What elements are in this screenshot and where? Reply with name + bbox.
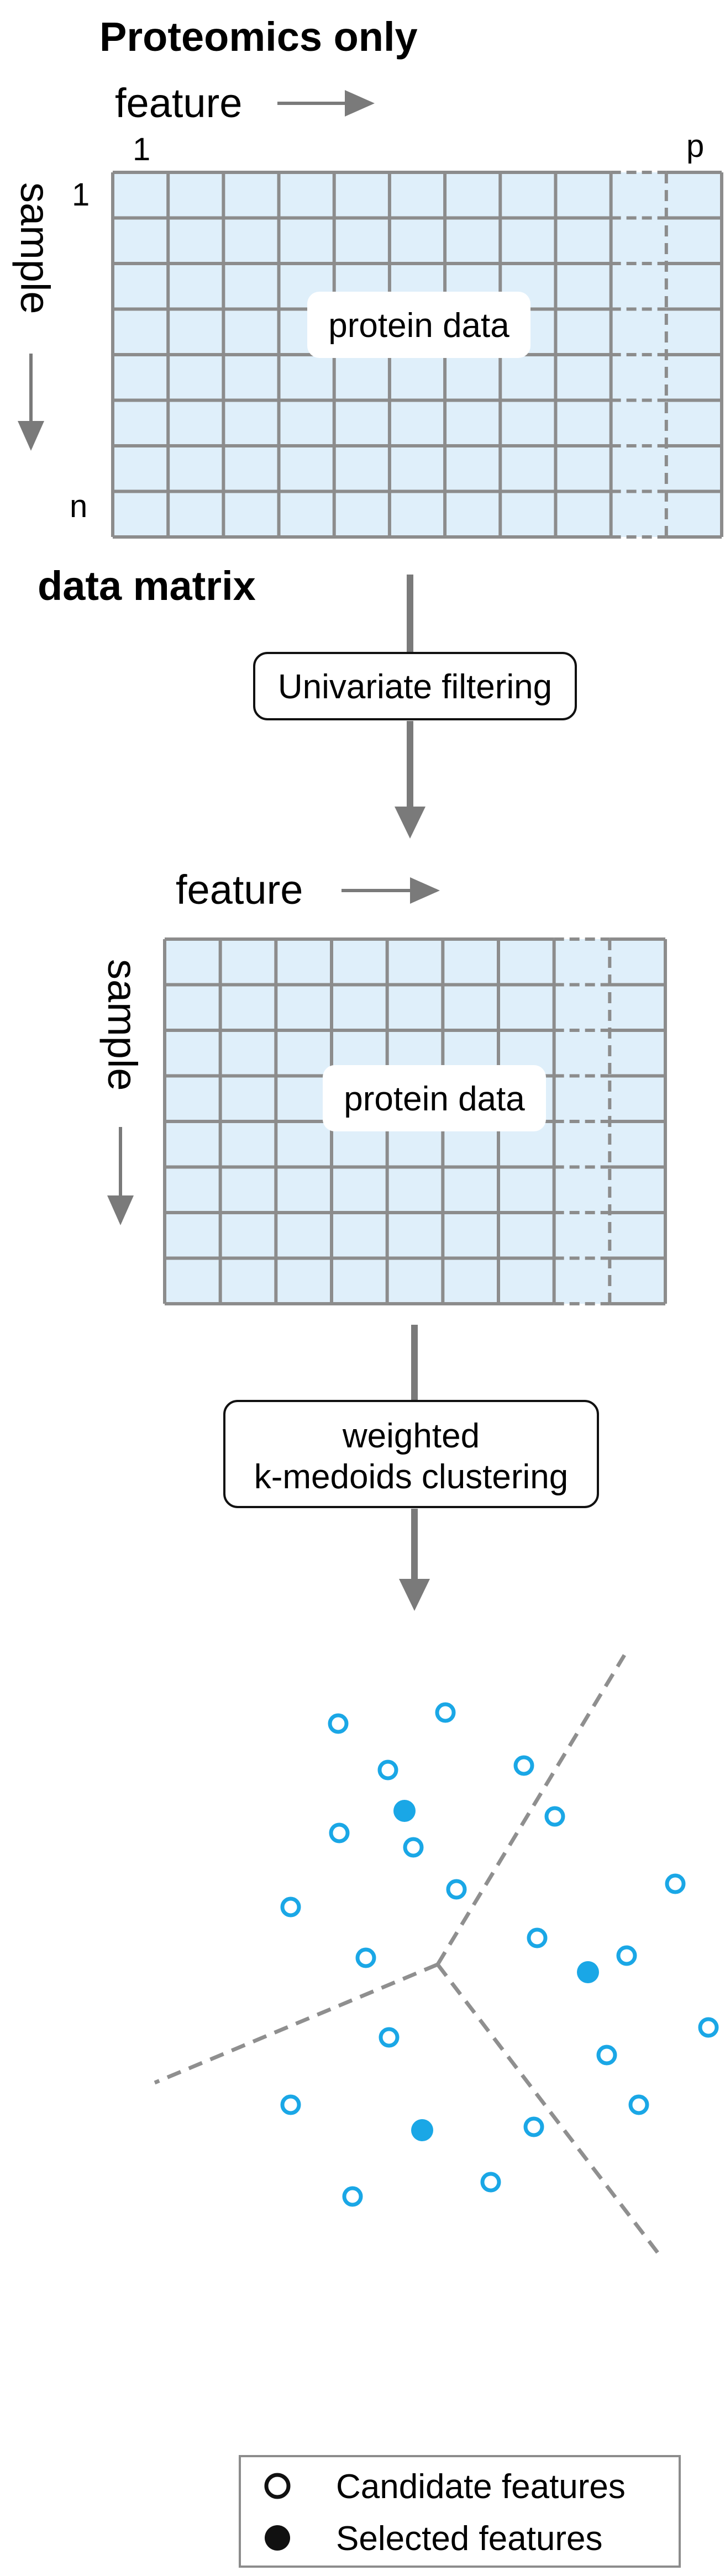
candidate-feature-point <box>544 1806 565 1827</box>
data-matrix-caption: data matrix <box>38 563 256 609</box>
page-title: Proteomics only <box>99 14 418 60</box>
univariate-filtering-box: Univariate filtering <box>253 652 577 720</box>
candidate-feature-point <box>403 1837 424 1858</box>
protein-data-label: protein data <box>328 307 509 345</box>
row-label-first: 1 <box>72 177 90 213</box>
candidate-feature-point <box>379 2027 400 2048</box>
candidate-feature-point <box>527 1927 548 1948</box>
protein-data-label-2: protein data <box>344 1080 525 1118</box>
feature-points <box>280 1702 719 2207</box>
clustering-label-line1: weighted <box>342 1417 480 1455</box>
candidate-feature-point <box>328 1713 349 1734</box>
candidate-feature-icon <box>264 2473 291 2499</box>
sample-label: sample <box>12 182 58 314</box>
selected-feature-point <box>411 2119 433 2141</box>
candidate-feature-point <box>342 2186 363 2207</box>
candidate-feature-point <box>329 1822 350 1843</box>
candidate-feature-point <box>523 2116 544 2137</box>
protein-data-badge: protein data <box>307 292 530 358</box>
sample-label-2: sample <box>99 959 145 1091</box>
candidate-feature-point <box>698 2017 719 2038</box>
legend: Candidate features Selected features <box>239 2455 681 2568</box>
clustering-label-line2: k-medoids clustering <box>254 1458 569 1496</box>
feature-label: feature <box>115 80 242 126</box>
flow-arrowhead-1-icon <box>395 807 425 839</box>
candidate-feature-point <box>616 1945 637 1966</box>
candidate-feature-point <box>355 1947 376 1968</box>
selected-feature-icon <box>265 2525 290 2551</box>
protein-data-badge-2: protein data <box>323 1065 546 1131</box>
cluster-boundaries <box>154 1654 660 2256</box>
selected-feature-point <box>393 1800 416 1822</box>
column-label-last: p <box>686 128 704 164</box>
candidate-feature-point <box>280 1897 301 1917</box>
legend-selected-label: Selected features <box>336 2520 603 2558</box>
candidate-feature-point <box>280 2094 301 2115</box>
candidate-feature-point <box>628 2094 649 2115</box>
candidate-feature-point <box>665 1873 686 1894</box>
column-label-first: 1 <box>133 131 150 167</box>
legend-candidate-label: Candidate features <box>336 2468 626 2506</box>
univariate-filtering-label: Univariate filtering <box>278 668 552 706</box>
boundary-line-right <box>436 1963 660 2256</box>
candidate-feature-point <box>446 1879 467 1900</box>
row-label-last: n <box>70 488 87 524</box>
selected-feature-point <box>577 1961 599 1983</box>
candidate-feature-point <box>513 1755 534 1776</box>
boundary-line-top <box>436 1654 626 1966</box>
boundary-line-left <box>154 1962 439 2085</box>
feature-label-2: feature <box>176 867 303 913</box>
clustering-box: weighted k-medoids clustering <box>223 1400 599 1508</box>
flow-arrowhead-2-icon <box>399 1579 430 1611</box>
candidate-feature-point <box>377 1760 398 1780</box>
candidate-feature-point <box>435 1702 456 1723</box>
candidate-feature-point <box>596 2045 617 2066</box>
legend-box <box>239 2455 681 2568</box>
candidate-feature-point <box>480 2172 501 2193</box>
